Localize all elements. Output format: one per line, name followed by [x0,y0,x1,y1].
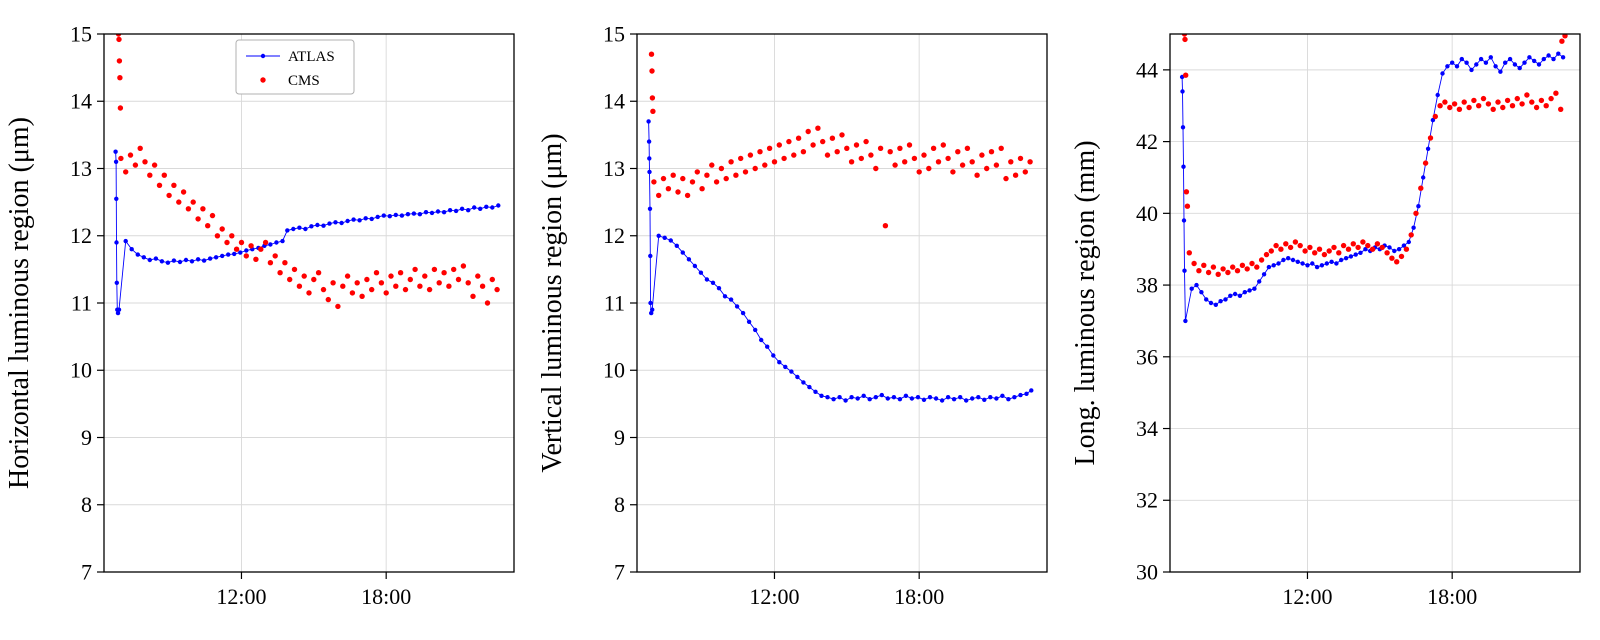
y-tick-label: 40 [1136,201,1158,226]
legend-cms-marker-icon [260,77,266,83]
y-tick-label: 7 [614,559,625,584]
legend-cms-label: CMS [288,73,320,89]
y-tick-label: 38 [1136,273,1158,298]
y-tick-label: 13 [603,156,625,181]
plot-area [646,51,1034,403]
y-axis-label: Horizontal luminous region (μm) [4,117,35,489]
y-axis-label: Vertical luminous region (μm) [537,133,568,472]
series-cms [648,51,1033,229]
y-tick-label: 8 [81,492,92,517]
legend-atlas-label: ATLAS [288,49,335,65]
plot-area [113,34,501,316]
series-atlas [646,119,1034,403]
series-cms [1181,34,1568,277]
y-tick-label: 36 [1136,344,1158,369]
y-tick-label: 42 [1136,129,1158,154]
y-tick-label: 14 [70,89,92,114]
y-tick-label: 15 [70,21,92,46]
x-tick-label: 18:00 [1427,584,1477,609]
panel-horizontal-luminous-region: 7 8 9 10 11 12 13 14 15 12:00 18:00 Horizontal lumi… [0,0,533,640]
y-tick-label: 12 [603,223,625,248]
y-tick-label: 7 [81,559,92,584]
x-tick-label: 12:00 [1282,584,1332,609]
x-tick-label: 12:00 [749,584,799,609]
panel-vertical-luminous-region: 7 8 9 10 11 12 13 14 15 12:00 18:00 Vertical lumino… [533,0,1066,640]
y-tick-label: 44 [1136,57,1158,82]
series-atlas [113,149,501,316]
y-tick-label: 13 [70,156,92,181]
y-tick-label: 11 [71,290,92,315]
y-tick-label: 30 [1136,559,1158,584]
y-tick-label: 14 [603,89,625,114]
axes-frame [1169,33,1581,573]
longitudinal-luminous-region-chart: 30 32 34 36 38 40 42 44 12:00 18:00 Long. luminous… [1070,33,1581,609]
plot-area [1179,34,1568,324]
y-tick-label: 32 [1136,488,1158,513]
y-tick-label: 11 [604,290,625,315]
legend: ATLAS CMS [235,39,355,95]
horizontal-luminous-region-chart: 7 8 9 10 11 12 13 14 15 12:00 18:00 Horizontal lumi… [4,21,515,609]
y-tick-label: 15 [603,21,625,46]
y-tick-label: 8 [614,492,625,517]
y-axis-label: Long. luminous region (mm) [1070,140,1101,465]
vertical-luminous-region-chart: 7 8 9 10 11 12 13 14 15 12:00 18:00 Vertical lumino… [537,21,1048,609]
y-tick-label: 12 [70,223,92,248]
axis-ticks: 7 8 9 10 11 12 13 14 15 12:00 18:00 [70,21,411,609]
y-tick-label: 9 [81,425,92,450]
panel-longitudinal-luminous-region: 30 32 34 36 38 40 42 44 12:00 18:00 Long. luminous… [1066,0,1599,640]
gridlines [1170,34,1580,573]
y-tick-label: 9 [614,425,625,450]
x-tick-label: 18:00 [361,584,411,609]
x-tick-label: 12:00 [216,584,266,609]
gridlines [104,33,514,573]
x-tick-label: 18:00 [894,584,944,609]
y-tick-label: 34 [1136,416,1158,441]
axis-ticks: 7 8 9 10 11 12 13 14 15 12:00 18:00 [603,21,944,609]
y-tick-label: 10 [603,358,625,383]
series-atlas [1179,51,1566,324]
gridlines [637,33,1047,573]
legend-atlas-marker-icon [260,53,266,59]
y-tick-label: 10 [70,358,92,383]
axis-ticks: 30 32 34 36 38 40 42 44 12:00 18:00 [1136,57,1477,609]
series-cms [115,34,500,310]
